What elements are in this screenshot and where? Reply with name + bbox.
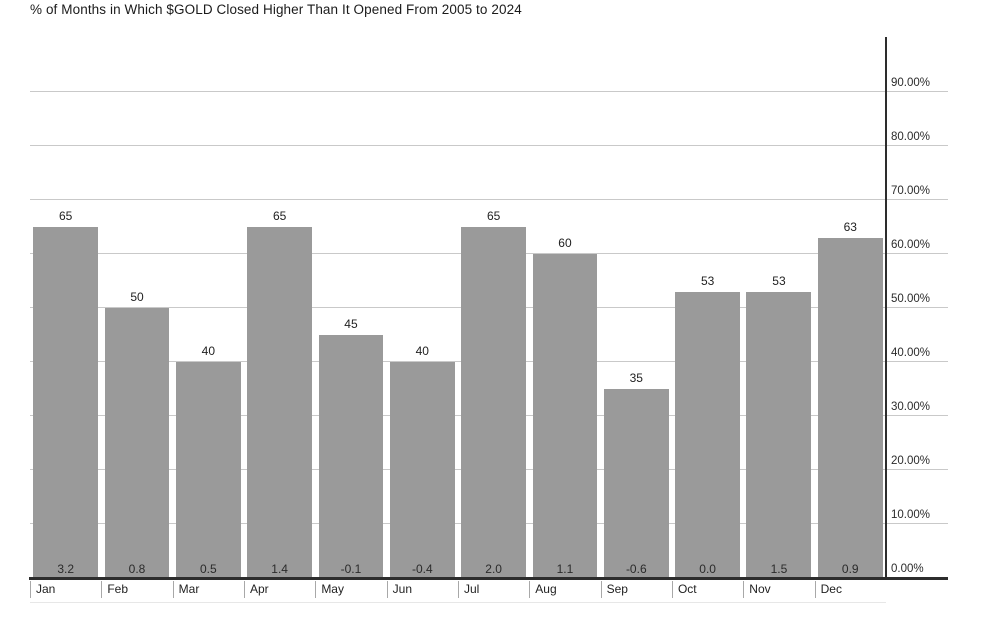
bar-value-label: 65: [486, 209, 501, 223]
bar-value-label: 63: [843, 219, 857, 234]
month-label-apr: Apr: [243, 581, 315, 598]
bar-sep: [603, 389, 669, 578]
month-label-sep: Sep: [600, 581, 672, 598]
y-tick-label: 20.00%: [891, 455, 931, 467]
bar-jul: [461, 227, 527, 578]
bar-aug: [532, 254, 598, 578]
gridline-90: [30, 91, 948, 92]
y-tick-label: 70.00%: [891, 185, 931, 197]
chart-title: % of Months in Which $GOLD Closed Higher…: [30, 2, 522, 17]
bar-slot-jul: 65 2.0: [458, 38, 529, 578]
bar-value-label: 65: [58, 209, 73, 223]
bar-value-label: 65: [272, 209, 287, 223]
bar-slot-aug: 60 1.1: [529, 38, 600, 578]
bar-bottom-value-label: -0.6: [625, 562, 647, 576]
y-tick-label: 80.00%: [891, 131, 931, 143]
month-label-jan: Jan: [30, 581, 101, 598]
y-tick-label: 10.00%: [891, 509, 931, 521]
bar-value-label: 53: [700, 273, 715, 288]
bar-bottom-value-label: -0.1: [340, 562, 362, 576]
bar-value-label: 53: [772, 273, 786, 288]
month-label-jul: Jul: [457, 581, 529, 598]
bar-bottom-value-label: 0.5: [199, 562, 217, 576]
month-label-jun: Jun: [386, 581, 458, 598]
month-label-nov: Nov: [743, 581, 814, 598]
bar-bottom-value-label: 0.9: [841, 562, 859, 576]
x-axis-month-labels: Jan Feb Mar Apr May Jun Jul Aug Sep Oct Nov Dec: [30, 581, 886, 601]
bar-feb: [104, 308, 170, 578]
bar-bottom-value-label: 1.4: [271, 562, 288, 576]
bar-slot-nov: 53 1.5: [743, 38, 814, 578]
bar-apr: [247, 227, 313, 578]
bar-dec: [817, 237, 883, 578]
y-tick-label: 90.00%: [891, 77, 931, 89]
bar-nov: [746, 291, 812, 578]
month-label-feb: Feb: [101, 581, 172, 598]
bar-slot-oct: 53 0.0: [672, 38, 743, 578]
bar-bottom-value-label: 0.8: [128, 562, 146, 576]
bar-slot-mar: 40 0.5: [173, 38, 244, 578]
gridline-80: [30, 145, 948, 146]
bar-slot-dec: 63 0.9: [815, 38, 886, 578]
bar-value-label: 35: [629, 371, 643, 385]
bar-oct: [675, 291, 741, 578]
y-axis-line: [885, 37, 887, 580]
bar-bottom-value-label: 2.0: [485, 562, 502, 576]
bar-value-label: 40: [415, 344, 429, 358]
bar-slot-jan: 65 3.2: [30, 38, 101, 578]
bar-slot-sep: 35 -0.6: [601, 38, 672, 578]
month-label-dec: Dec: [814, 581, 886, 598]
y-tick-label: 60.00%: [891, 239, 931, 251]
y-tick-label: 50.00%: [891, 293, 931, 305]
bar-value-label: 45: [344, 317, 358, 331]
bar-bottom-value-label: -0.4: [411, 562, 433, 576]
bar-bottom-value-label: 3.2: [57, 562, 74, 576]
y-axis-tick-labels: 0.00% 10.00% 20.00% 30.00% 40.00% 50.00% 60.00…: [891, 38, 961, 578]
bars-layer: 65 3.2 50 0.8 40 0.5 65 1.4 45 -0.1 40 -0.4 65 2.0 60 1…: [30, 38, 886, 578]
bar-slot-apr: 65 1.4: [244, 38, 315, 578]
bar-mar: [175, 362, 241, 578]
month-label-oct: Oct: [671, 581, 743, 598]
bar-bottom-value-label: 1.5: [770, 562, 788, 576]
bar-bottom-value-label: 0.0: [699, 562, 716, 576]
month-row-underline: [30, 602, 886, 603]
bar-slot-may: 45 -0.1: [315, 38, 386, 578]
bar-jun: [389, 362, 455, 578]
bar-value-label: 50: [130, 290, 144, 304]
gridline-70: [30, 199, 948, 200]
bar-value-label: 60: [558, 236, 572, 250]
bar-slot-jun: 40 -0.4: [387, 38, 458, 578]
bar-slot-feb: 50 0.8: [101, 38, 172, 578]
bar-jan: [33, 227, 99, 578]
x-axis-line: [29, 577, 948, 580]
month-label-aug: Aug: [529, 581, 600, 598]
y-tick-label: 30.00%: [891, 401, 931, 413]
month-label-mar: Mar: [172, 581, 244, 598]
bar-may: [318, 335, 384, 578]
bar-bottom-value-label: 1.1: [556, 562, 574, 576]
y-tick-label: 0.00%: [891, 563, 924, 575]
bar-value-label: 40: [201, 344, 215, 358]
y-tick-label: 40.00%: [891, 347, 931, 359]
month-label-may: May: [315, 581, 386, 598]
